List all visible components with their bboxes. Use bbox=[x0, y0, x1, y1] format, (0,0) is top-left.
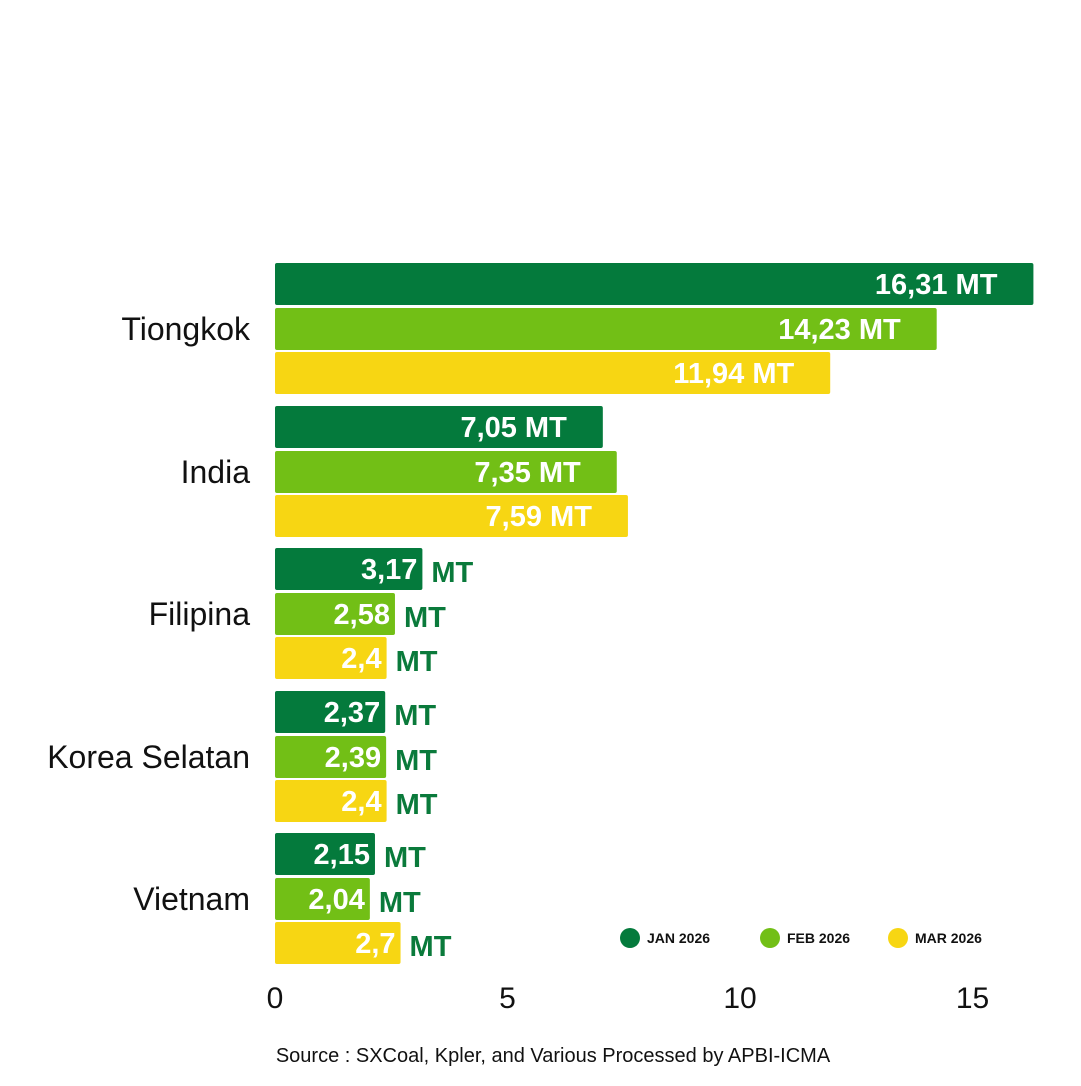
unit-label-feb-2026-korea-selatan: MT bbox=[395, 745, 437, 777]
legend-label-jan: JAN 2026 bbox=[647, 930, 710, 946]
bar-mar-2026-korea-selatan bbox=[275, 780, 387, 822]
value-label-mar-2026-tiongkok: 11,94 MT bbox=[673, 358, 794, 390]
unit-label-mar-2026-filipina: MT bbox=[396, 646, 438, 678]
bar-jan-2026-tiongkok bbox=[275, 263, 1034, 305]
value-label-jan-2026-india: 7,05 MT bbox=[460, 412, 567, 444]
legend-label-feb: FEB 2026 bbox=[787, 930, 850, 946]
bar-jan-2026-vietnam bbox=[275, 833, 375, 875]
x-tick-0: 0 bbox=[267, 982, 284, 1015]
source-note: Source : SXCoal, Kpler, and Various Proc… bbox=[276, 1045, 831, 1067]
value-label-mar-2026-india: 7,59 MT bbox=[486, 501, 593, 533]
category-label-tiongkok: Tiongkok bbox=[121, 311, 251, 347]
x-tick-15: 15 bbox=[956, 982, 989, 1015]
value-label-feb-2026-vietnam: 2,04 bbox=[308, 884, 364, 916]
category-label-india: India bbox=[181, 454, 251, 490]
bar-feb-2026-filipina bbox=[275, 593, 395, 635]
unit-label-jan-2026-korea-selatan: MT bbox=[394, 700, 436, 732]
value-label-jan-2026-vietnam: 2,15 bbox=[314, 839, 370, 871]
x-tick-5: 5 bbox=[499, 982, 516, 1015]
unit-label-feb-2026-vietnam: MT bbox=[379, 887, 421, 919]
bar-mar-2026-vietnam bbox=[275, 922, 401, 964]
bar-mar-2026-india bbox=[275, 495, 628, 537]
value-label-feb-2026-india: 7,35 MT bbox=[474, 457, 581, 489]
value-label-jan-2026-korea-selatan: 2,37 bbox=[324, 697, 380, 729]
unit-label-jan-2026-filipina: MT bbox=[431, 557, 473, 589]
bar-feb-2026-vietnam bbox=[275, 878, 370, 920]
category-label-filipina: Filipina bbox=[149, 596, 251, 632]
category-label-vietnam: Vietnam bbox=[133, 881, 250, 917]
legend-swatch-jan bbox=[620, 928, 640, 948]
bar-mar-2026-filipina bbox=[275, 637, 387, 679]
bar-feb-2026-india bbox=[275, 451, 617, 493]
legend-label-mar: MAR 2026 bbox=[915, 930, 982, 946]
bar-jan-2026-india bbox=[275, 406, 603, 448]
unit-label-feb-2026-filipina: MT bbox=[404, 602, 446, 634]
bar-feb-2026-tiongkok bbox=[275, 308, 937, 350]
bar-jan-2026-korea-selatan bbox=[275, 691, 386, 733]
legend-swatch-mar bbox=[888, 928, 908, 948]
value-label-jan-2026-filipina: 3,17 bbox=[361, 554, 417, 586]
value-label-jan-2026-tiongkok: 16,31 MT bbox=[875, 269, 998, 301]
category-label-korea-selatan: Korea Selatan bbox=[47, 739, 250, 775]
value-label-feb-2026-tiongkok: 14,23 MT bbox=[778, 314, 901, 346]
value-label-feb-2026-filipina: 2,58 bbox=[334, 599, 390, 631]
bar-feb-2026-korea-selatan bbox=[275, 736, 387, 778]
x-tick-10: 10 bbox=[723, 982, 756, 1015]
bar-jan-2026-filipina bbox=[275, 548, 423, 590]
value-label-mar-2026-filipina: 2,4 bbox=[341, 643, 381, 675]
unit-label-jan-2026-vietnam: MT bbox=[384, 842, 426, 874]
value-label-mar-2026-vietnam: 2,7 bbox=[355, 928, 395, 960]
bar-mar-2026-tiongkok bbox=[275, 352, 831, 394]
value-label-feb-2026-korea-selatan: 2,39 bbox=[325, 742, 381, 774]
unit-label-mar-2026-korea-selatan: MT bbox=[396, 789, 438, 821]
unit-label-mar-2026-vietnam: MT bbox=[410, 931, 452, 963]
legend-swatch-feb bbox=[760, 928, 780, 948]
value-label-mar-2026-korea-selatan: 2,4 bbox=[341, 786, 381, 818]
